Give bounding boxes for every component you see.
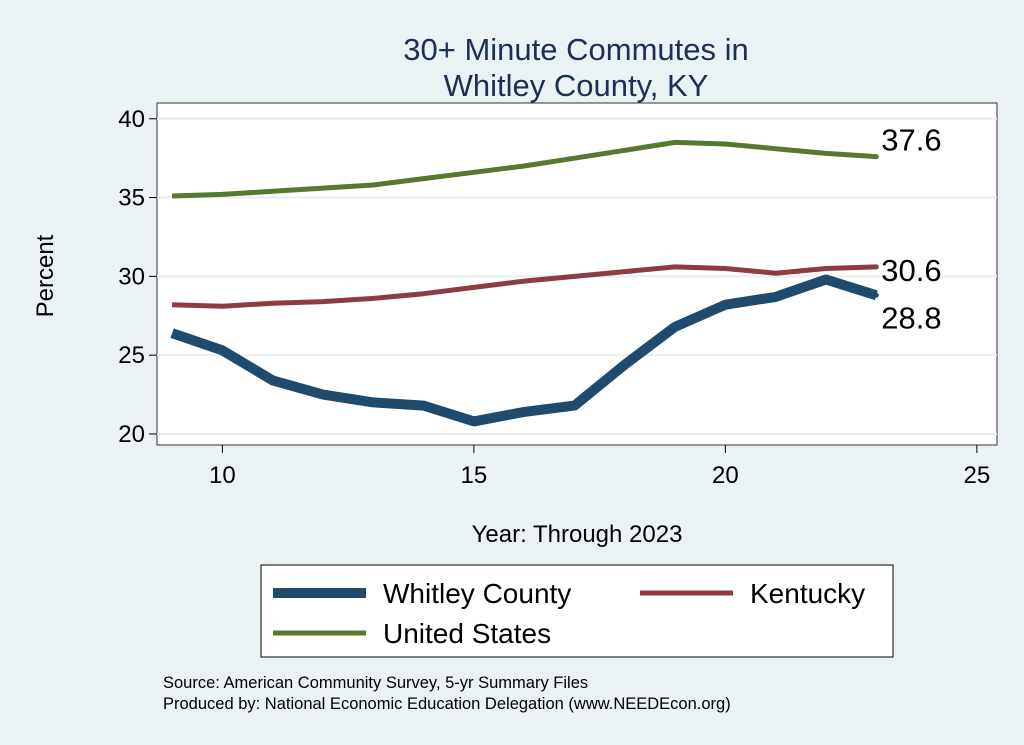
end-label-kentucky: 30.6 [881, 253, 941, 288]
legend-entry-whitley-county: Whitley County [273, 578, 571, 609]
y-tick-label-35: 35 [118, 185, 145, 212]
series-line-united-states [172, 139, 877, 199]
legend-entry-kentucky: Kentucky [640, 578, 865, 609]
legend-label-united-states: United States [383, 618, 551, 649]
chart-title-line-1: 30+ Minute Commutes in [403, 32, 748, 67]
chart-title-line-2: Whitley County, KY [444, 68, 709, 103]
x-axis-title: Year: Through 2023 [472, 521, 683, 548]
end-point-whitley-county [873, 292, 879, 298]
x-tick-label-20: 20 [712, 462, 739, 489]
end-label-whitley-county: 28.8 [881, 300, 941, 335]
series-lines [170, 139, 878, 427]
x-tick-label-25: 25 [964, 462, 991, 489]
y-tick-label-20: 20 [118, 421, 145, 448]
legend-label-whitley-county: Whitley County [383, 578, 571, 609]
y-axis: 20 25 30 35 40 [118, 106, 157, 448]
end-point-united-states [873, 154, 879, 160]
series-line-whitley-county [170, 274, 878, 427]
x-axis: 10 15 20 25 [209, 445, 990, 489]
x-tick-label-15: 15 [461, 462, 488, 489]
y-tick-label-40: 40 [118, 106, 145, 133]
legend-entry-united-states: United States [273, 618, 551, 649]
y-axis-title: Percent [32, 234, 59, 317]
x-tick-label-10: 10 [209, 462, 236, 489]
y-tick-label-25: 25 [118, 342, 145, 369]
source-note: Source: American Community Survey, 5-yr … [163, 674, 588, 692]
series-line-kentucky [172, 264, 877, 309]
end-label-united-states: 37.6 [881, 123, 941, 158]
end-labels: 37.6 30.6 28.8 [873, 123, 942, 335]
legend-box [260, 564, 894, 658]
y-tick-label-30: 30 [118, 263, 145, 290]
legend-label-kentucky: Kentucky [750, 578, 865, 609]
end-point-kentucky [873, 264, 879, 270]
produced-by-note: Produced by: National Economic Education… [163, 695, 731, 713]
gridlines [157, 117, 997, 435]
